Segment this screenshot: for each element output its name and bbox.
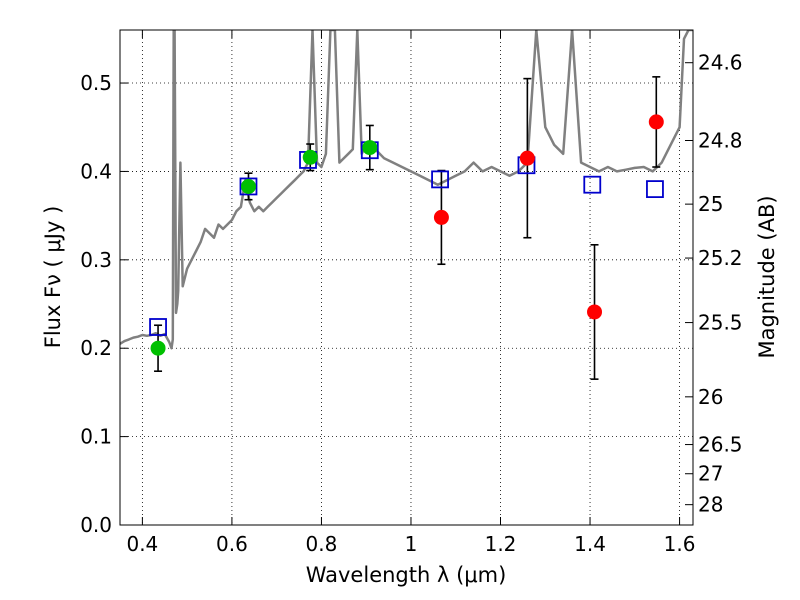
x-tick-label: 0.4 [126,532,158,556]
grid [120,30,693,526]
optical_photometry-point [302,149,318,165]
model-square-marker [583,175,602,194]
optical_photometry-point [362,140,378,156]
model-square-marker [646,180,664,199]
model-square-marker [239,177,258,196]
right-tick-label: 26 [698,385,723,409]
x-tick-label: 1.4 [574,532,606,556]
right-axis-title: Magnitude (AB) [755,195,779,358]
y-tick-label: 0.1 [80,425,112,449]
y-axis-title: Flux Fν ( μJy ) [41,206,65,349]
x-axis-title: Wavelength λ (μm) [306,563,507,587]
right-tick-label: 26.5 [698,433,743,457]
plot-frame [119,29,694,526]
x-tick-label: 1.2 [485,532,517,556]
optical_photometry-point [150,340,166,356]
y-tick-label: 0.5 [80,71,112,95]
markers [149,114,664,356]
right-tick-label: 25.5 [698,311,743,335]
right-tick-label: 25 [698,192,723,216]
right-tick-label: 28 [698,493,723,517]
spectrum-line [120,30,693,350]
x-tick-label: 0.8 [306,532,338,556]
nir_photometry-point [433,209,449,225]
tick-labels: 0.4 0.6 0.8 1 1.2 1.4 1.6 0.0 0.1 0.2 0.3 0.4 0.5 24.… [80,51,742,556]
nir_photometry-point [648,114,664,130]
x-tick-label: 1.6 [664,532,696,556]
x-tick-label: 1 [405,532,418,556]
y-tick-label: 0.3 [80,248,112,272]
y-tick-label: 0.2 [80,336,112,360]
right-tick-label: 27 [698,462,723,486]
y-tick-label: 0.4 [80,159,112,183]
nir_photometry-point [587,304,603,320]
model-square-marker [431,170,449,189]
error-bars [154,76,661,380]
right-tick-label: 24.8 [698,128,743,152]
right-tick-label: 25.2 [698,246,743,270]
optical_photometry-point [240,178,256,194]
template-spectrum [120,30,693,350]
right-tick-label: 24.6 [698,51,743,75]
axes [119,29,694,526]
y-tick-label: 0.0 [80,513,112,537]
model-square-marker [149,318,167,336]
x-tick-label: 0.6 [216,532,248,556]
nir_photometry-point [519,150,535,166]
